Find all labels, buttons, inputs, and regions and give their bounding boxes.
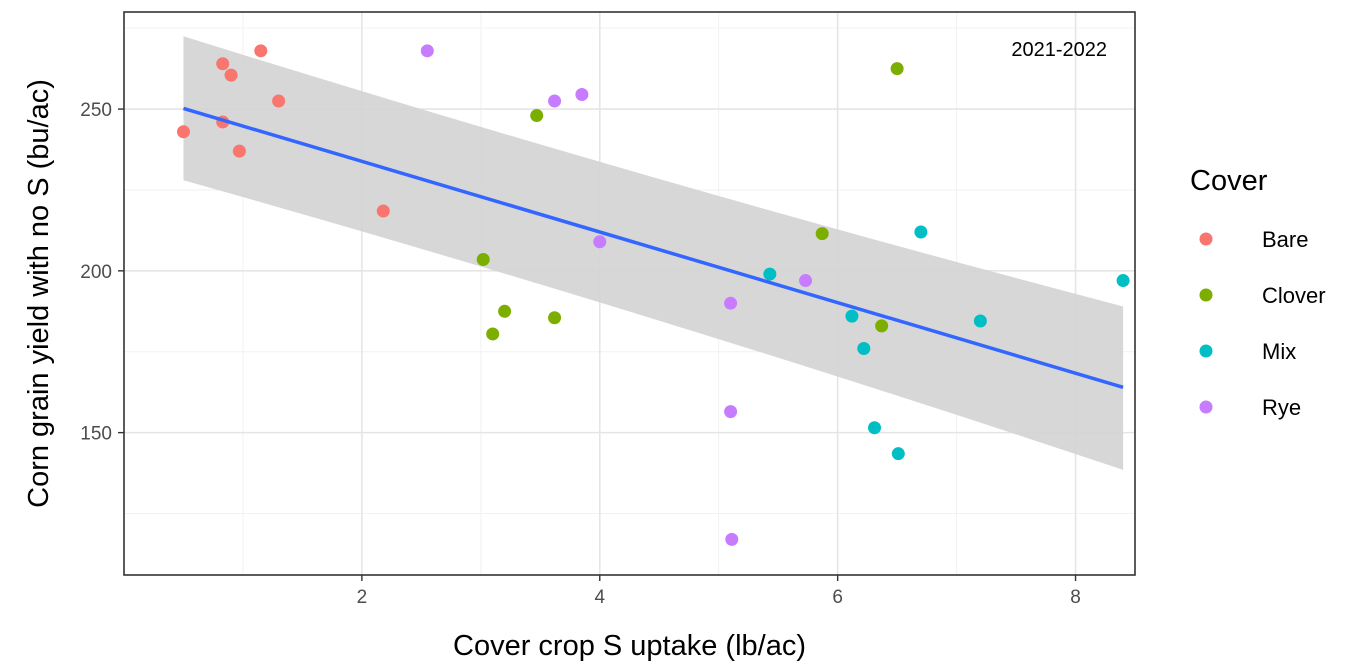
data-point-mix xyxy=(891,447,905,461)
legend-key-clover xyxy=(1199,288,1213,302)
regression-line xyxy=(182,106,1124,390)
series-bare xyxy=(176,44,390,218)
x-tick-label: 6 xyxy=(832,587,843,608)
legend-item-clover: Clover xyxy=(1199,283,1326,308)
data-point-mix xyxy=(868,421,882,435)
data-point-bare xyxy=(224,68,238,82)
legend-label-mix: Mix xyxy=(1262,339,1296,364)
data-points xyxy=(176,44,1130,546)
data-point-mix xyxy=(845,309,859,323)
data-point-mix xyxy=(973,314,987,328)
series-rye xyxy=(420,44,813,546)
y-axis-title: Corn grain yield with no S (bu/ac) xyxy=(23,79,55,508)
legend-key-bare xyxy=(1199,232,1213,246)
data-point-clover xyxy=(530,109,544,123)
data-point-bare xyxy=(254,44,268,58)
data-point-clover xyxy=(815,227,829,241)
data-point-mix xyxy=(763,267,777,281)
x-tick-label: 4 xyxy=(594,587,605,608)
legend-key-mix xyxy=(1199,344,1213,358)
confidence-band xyxy=(183,36,1124,470)
data-point-bare xyxy=(176,125,190,139)
data-point-bare xyxy=(216,57,230,71)
data-point-bare xyxy=(272,94,286,108)
data-point-rye xyxy=(799,274,813,288)
legend-label-bare: Bare xyxy=(1262,227,1308,252)
data-point-clover xyxy=(486,327,500,341)
legend-item-mix: Mix xyxy=(1199,339,1296,364)
data-point-rye xyxy=(724,296,738,310)
data-point-rye xyxy=(420,44,434,58)
data-point-mix xyxy=(857,342,871,356)
year-annotation: 2021-2022 xyxy=(1011,39,1107,61)
legend: Bare Clover Mix Rye xyxy=(1199,227,1326,420)
y-tick-label: 250 xyxy=(80,100,112,121)
data-point-bare xyxy=(232,144,246,158)
data-point-bare xyxy=(376,204,390,218)
x-tick-label: 8 xyxy=(1070,587,1081,608)
confidence-band-layer xyxy=(183,36,1124,470)
data-point-clover xyxy=(498,304,512,318)
y-tick-label: 150 xyxy=(80,424,112,445)
y-tick-label: 200 xyxy=(80,262,112,283)
series-clover xyxy=(476,62,904,341)
data-point-mix xyxy=(914,225,928,239)
axes: 2 4 6 8 150 200 250 xyxy=(80,11,1136,608)
x-tick-label: 2 xyxy=(357,587,368,608)
data-point-rye xyxy=(575,88,589,102)
series-mix xyxy=(763,225,1130,461)
data-point-rye xyxy=(548,94,562,108)
data-point-clover xyxy=(890,62,904,76)
data-point-clover xyxy=(875,319,889,333)
data-point-rye xyxy=(725,532,739,546)
plot-panel-border xyxy=(123,11,1136,576)
data-point-rye xyxy=(724,405,738,419)
data-point-mix xyxy=(1116,274,1130,288)
legend-label-rye: Rye xyxy=(1262,395,1301,420)
legend-key-rye xyxy=(1199,400,1213,414)
data-point-rye xyxy=(593,235,607,249)
legend-label-clover: Clover xyxy=(1262,283,1326,308)
legend-title: Cover xyxy=(1190,165,1268,197)
x-axis-title: Cover crop S uptake (lb/ac) xyxy=(453,630,806,662)
data-point-clover xyxy=(548,311,562,325)
legend-item-bare: Bare xyxy=(1199,227,1308,252)
regression-line-layer xyxy=(182,106,1124,390)
legend-item-rye: Rye xyxy=(1199,395,1301,420)
data-point-clover xyxy=(476,253,490,267)
